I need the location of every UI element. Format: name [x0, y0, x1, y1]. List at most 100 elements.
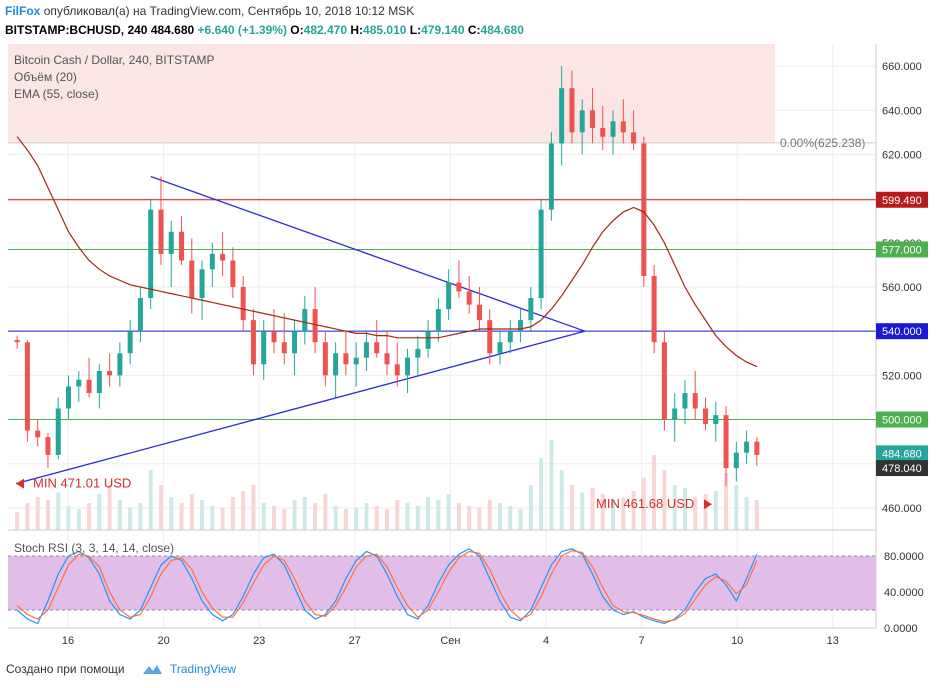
volume-bar: [251, 485, 256, 530]
volume-bar: [364, 503, 369, 530]
volume-bar: [76, 509, 81, 530]
volume-bar: [385, 509, 389, 530]
volume-bar: [569, 485, 574, 530]
price-change: +6.640 (+1.39%): [197, 23, 287, 37]
candle-body: [497, 342, 503, 354]
level-price-label: 577.000: [882, 244, 922, 256]
candle-body: [35, 430, 41, 438]
x-tick-label: 7: [639, 635, 645, 647]
x-tick-label: 13: [827, 635, 839, 647]
candle-body: [45, 437, 51, 455]
candle-body: [733, 452, 739, 469]
candle-body: [548, 143, 554, 210]
candle-body: [353, 357, 359, 365]
volume-bar: [580, 492, 585, 530]
candle-body: [220, 253, 226, 261]
volume-bar: [97, 494, 102, 530]
volume-bar: [158, 485, 163, 530]
volume-bar: [292, 500, 297, 530]
volume-bar: [631, 491, 636, 530]
candle-body: [723, 415, 729, 469]
candle-body: [261, 331, 267, 365]
y-tick-label: 460.000: [882, 503, 922, 515]
candle-body: [302, 309, 308, 332]
candle-body: [466, 291, 472, 305]
volume-bar: [56, 492, 61, 530]
current-price-tag: [876, 460, 928, 477]
candle-body: [569, 88, 575, 133]
level-price-tag: [876, 411, 928, 428]
candle-body: [363, 342, 369, 358]
candle-body: [107, 370, 113, 376]
close-label: C:: [467, 23, 481, 37]
volume-bar: [498, 503, 503, 530]
rsi-y-tick-label: 80.0000: [884, 551, 924, 563]
volume-bar: [138, 503, 143, 530]
volume-bar: [590, 488, 595, 530]
candle-body: [702, 408, 708, 424]
volume-bar: [354, 507, 359, 530]
x-tick-label: 4: [543, 635, 549, 647]
volume-bar: [559, 470, 564, 530]
fib-zone: [8, 44, 775, 143]
candle-body: [507, 331, 513, 343]
ohlc-line: BITSTAMP:BCHUSD, 240 484.680 +6.640 (+1.…: [5, 23, 524, 37]
volume-bar: [282, 509, 287, 530]
volume-bar: [261, 503, 266, 530]
volume-bar: [107, 485, 112, 530]
price-chart[interactable]: 0.00%(625.238) MIN 471.01 USD MIN 461.68 U…: [0, 0, 939, 655]
candle-body: [148, 209, 154, 299]
volume-bar: [87, 503, 92, 530]
author-name[interactable]: FilFox: [5, 4, 41, 18]
candle-body: [559, 88, 565, 144]
candle-body: [384, 353, 390, 365]
x-tick-label: 20: [157, 635, 169, 647]
candle-body: [744, 441, 750, 453]
legend-ema: EMA (55, close): [14, 87, 99, 101]
legend-title: Bitcoin Cash / Dollar, 240, BITSTAMP: [14, 53, 215, 67]
tradingview-link[interactable]: TradingView: [170, 662, 237, 676]
candle-body: [240, 287, 246, 321]
volume-bar: [467, 506, 472, 530]
current-price-tag: [876, 445, 928, 462]
volume-bar: [271, 506, 276, 530]
high-label: H:: [350, 23, 364, 37]
candle-body: [518, 320, 524, 332]
chart-header: FilFox опубликовал(а) на TradingView.com…: [0, 0, 939, 44]
x-tick-label: Сен: [440, 635, 460, 647]
candle-body: [374, 342, 380, 354]
volume-bar: [621, 497, 626, 530]
x-tick-label: 16: [62, 635, 74, 647]
candle-body: [435, 309, 441, 332]
candle-body: [415, 348, 421, 358]
volume-bar: [446, 494, 451, 530]
candle-body: [179, 231, 185, 261]
volume-bar: [508, 506, 513, 530]
volume-bar: [539, 458, 544, 530]
volume-bar: [230, 497, 235, 530]
volume-bar: [302, 497, 307, 530]
candle-body: [209, 253, 215, 270]
candle-body: [117, 353, 123, 376]
open-value: 482.470: [303, 23, 348, 37]
annotation-min-1: MIN 471.01 USD: [33, 476, 131, 491]
candle-body: [620, 121, 626, 133]
fib-label: 0.00%(625.238): [780, 136, 865, 150]
open-label: O:: [290, 23, 304, 37]
candle-body: [394, 364, 400, 376]
candle-body: [14, 340, 20, 343]
volume-bar: [15, 512, 20, 530]
stoch-rsi-d-line: [16, 549, 758, 623]
level-price-tag: [876, 191, 928, 208]
candle-body: [692, 393, 698, 409]
stoch-rsi-band: [8, 556, 876, 610]
volume-bar: [395, 500, 400, 530]
triangle-upper-line: [150, 175, 586, 332]
candle-body: [425, 331, 431, 349]
volume-bar: [313, 503, 318, 530]
candle-body: [168, 231, 174, 254]
volume-bar: [25, 503, 30, 530]
low-value: 479.140: [421, 23, 465, 37]
y-tick-label: 620.000: [882, 149, 922, 161]
candle-body: [189, 260, 195, 299]
